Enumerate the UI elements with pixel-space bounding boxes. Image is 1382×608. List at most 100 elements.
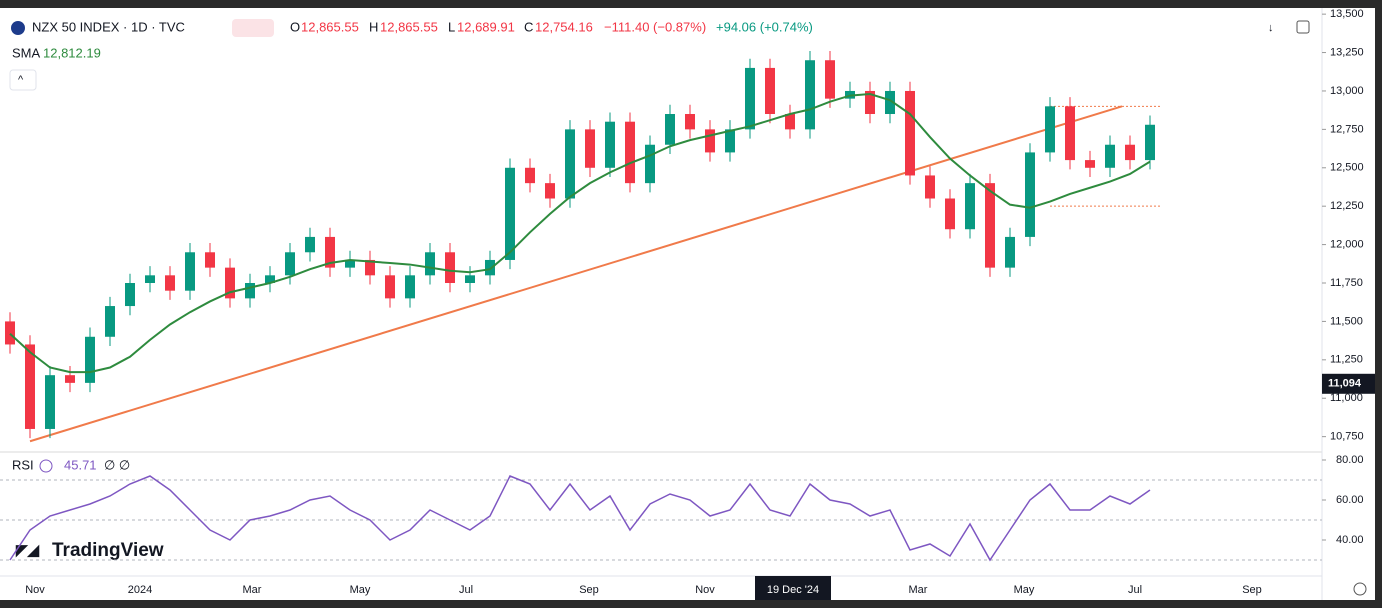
y-tick-label: 12,500 — [1330, 162, 1364, 174]
candle-body — [785, 114, 795, 130]
y-tick-label: 11,750 — [1330, 277, 1363, 289]
candle-body — [885, 90, 895, 115]
candle-body — [765, 67, 775, 115]
c-val: 12,754.16 — [535, 19, 593, 34]
x-tick-label: 2024 — [128, 584, 152, 596]
candle-body — [5, 321, 15, 345]
candle-body — [1105, 144, 1115, 168]
badge[interactable] — [232, 19, 274, 37]
candle-body — [445, 252, 455, 284]
o-key: O — [290, 19, 300, 34]
candle-body — [1045, 106, 1055, 153]
trendline — [29, 105, 1123, 443]
y-tick-label: 12,250 — [1330, 200, 1364, 212]
sma-line — [9, 93, 1151, 374]
download-icon[interactable]: ↓ — [1268, 22, 1274, 34]
logo-mark: ◤◢ — [15, 542, 40, 559]
candle-body — [245, 283, 255, 299]
candle-body — [645, 144, 655, 184]
candle-body — [205, 252, 215, 268]
candle-body — [865, 90, 875, 115]
candle-body — [65, 375, 75, 383]
candle-body — [925, 175, 935, 199]
candle-body — [625, 121, 635, 184]
settings-icon[interactable] — [1353, 582, 1367, 596]
candle-body — [505, 167, 515, 260]
candle-body — [425, 252, 435, 276]
candle-body — [805, 60, 815, 130]
x-tick-label: Mar — [909, 584, 928, 596]
x-tick-label: May — [1014, 584, 1035, 596]
rsi-y-tick-label: 40.00 — [1336, 534, 1364, 546]
candle-body — [725, 129, 735, 153]
rsi-y-tick-label: 80.00 — [1336, 454, 1364, 466]
rsi-y-tick-label: 60.00 — [1336, 494, 1364, 506]
x-tick-label: Jul — [459, 584, 473, 596]
candle-body — [165, 275, 175, 291]
o-val: 12,865.55 — [301, 19, 359, 34]
x-tick-label: Mar — [243, 584, 262, 596]
candle-body — [525, 167, 535, 184]
rsi-extra: ∅ ∅ — [104, 457, 130, 472]
y-tick-label: 11,250 — [1330, 354, 1363, 366]
candle-body — [1005, 236, 1015, 268]
collapse-button[interactable] — [9, 69, 37, 91]
change2: +94.06 (+0.74%) — [716, 19, 813, 34]
candle-body — [705, 129, 715, 153]
sma-label: SMA — [12, 45, 41, 60]
h-key: H — [369, 19, 378, 34]
c-key: C — [524, 19, 533, 34]
y-tick-label: 10,750 — [1330, 431, 1364, 443]
rsi-value: 45.71 — [64, 457, 97, 472]
h-val: 12,865.55 — [380, 19, 438, 34]
y-tick-label: 11,500 — [1330, 315, 1363, 327]
candle-body — [485, 259, 495, 276]
candle-body — [225, 267, 235, 299]
flag — [11, 21, 25, 35]
candle-body — [745, 67, 755, 130]
panel — [0, 8, 1375, 600]
candle-body — [985, 183, 995, 268]
price-tag — [1322, 373, 1375, 394]
y-tick-label: 13,500 — [1330, 8, 1364, 20]
candle-body — [25, 344, 35, 429]
candle-body — [185, 252, 195, 291]
x-tick-label: May — [350, 584, 371, 596]
x-tick-label: Jul — [1128, 584, 1142, 596]
candle-body — [405, 275, 415, 299]
candle-body — [1125, 144, 1135, 161]
candle-body — [125, 283, 135, 307]
chart-title: NZX 50 INDEX · 1D · TVC — [32, 19, 185, 34]
y-tick-label: 13,250 — [1330, 46, 1364, 58]
watermark: TradingView — [52, 540, 164, 561]
candle-body — [905, 90, 915, 176]
x-tick-label: Nov — [695, 584, 715, 596]
rsi-icon — [39, 459, 53, 473]
l-val: 12,689.91 — [457, 19, 515, 34]
candle-body — [285, 252, 295, 276]
candle-body — [45, 375, 55, 429]
fullscreen-icon[interactable] — [1296, 20, 1310, 34]
candle-body — [1025, 152, 1035, 237]
candle-body — [145, 275, 155, 284]
candle-body — [1085, 160, 1095, 168]
y-tick-label: 13,000 — [1330, 85, 1364, 97]
candle-body — [605, 121, 615, 168]
collapse-icon[interactable]: ^ — [18, 74, 24, 86]
candle-body — [465, 275, 475, 284]
x-tick-label: Sep — [1242, 584, 1262, 596]
crosshair-date-bg — [755, 576, 831, 600]
x-tick-label: Sep — [579, 584, 599, 596]
y-tick-label: 11,000 — [1330, 392, 1363, 404]
candle-body — [85, 336, 95, 383]
y-tick-label: 12,750 — [1330, 123, 1364, 135]
sma-value: 12,812.19 — [43, 45, 101, 60]
candle-body — [685, 114, 695, 130]
candle-body — [345, 259, 355, 268]
candle-body — [965, 183, 975, 230]
candle-body — [325, 236, 335, 268]
candle-body — [545, 183, 555, 199]
x-tick-label: 19 Dec '24 — [767, 584, 819, 596]
candle-body — [825, 60, 835, 99]
